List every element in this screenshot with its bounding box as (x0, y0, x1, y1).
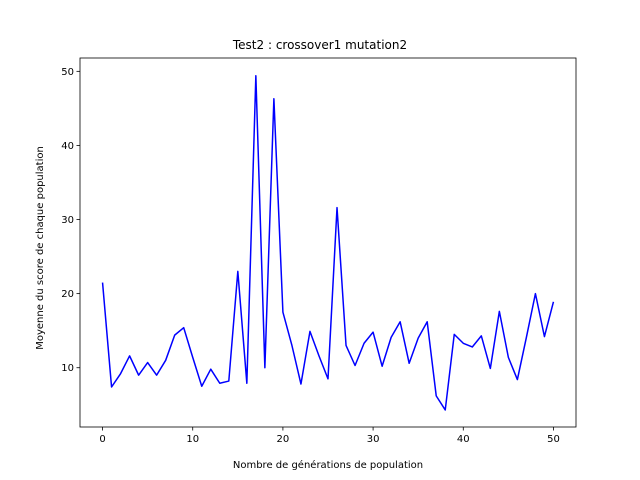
plot-area: 0 10 20 30 40 50 10 20 30 40 50 (61, 57, 577, 445)
x-tick-label-40: 40 (457, 434, 470, 445)
y-axis-label: Moyenne du score de chaque population (35, 146, 46, 350)
x-axis-label: Nombre de générations de population (233, 459, 423, 471)
y-tick-label-10: 10 (61, 363, 74, 374)
x-tick-label-50: 50 (547, 434, 560, 445)
y-tick-label-30: 30 (61, 215, 74, 226)
y-tick-label-50: 50 (61, 67, 74, 78)
y-tick-label-40: 40 (61, 141, 74, 152)
axes-frame (79, 57, 577, 428)
series-line-0 (101, 75, 555, 411)
y-tick-label-20: 20 (61, 289, 74, 300)
x-tick-label-10: 10 (186, 434, 199, 445)
chart-title: Test2 : crossover1 mutation2 (232, 38, 407, 52)
x-tick-label-20: 20 (277, 434, 290, 445)
x-tick-label-30: 30 (367, 434, 380, 445)
x-tick-label-0: 0 (99, 434, 105, 445)
